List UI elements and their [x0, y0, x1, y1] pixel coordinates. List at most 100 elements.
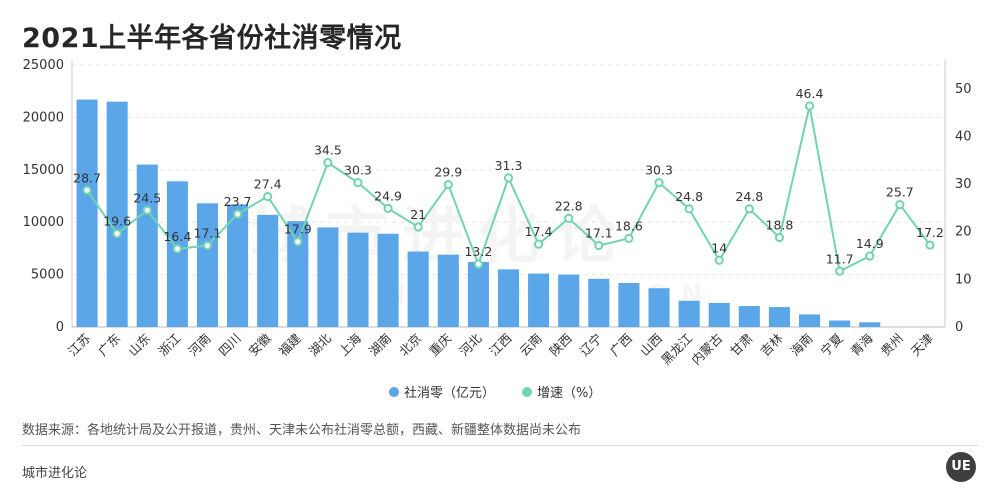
data-label: 18.8	[766, 217, 794, 232]
growth-point	[413, 222, 423, 232]
y-right-tick-label: 0	[955, 320, 963, 335]
x-tick-label: 福建	[276, 330, 305, 359]
chart-title: 2021上半年各省份社消零情况	[22, 23, 402, 54]
data-label: 24.5	[133, 190, 161, 205]
x-tick-label: 广东	[95, 331, 123, 359]
data-label: 17.1	[194, 226, 222, 241]
y-left-tick-label: 15000	[23, 163, 64, 178]
x-tick-label: 内蒙古	[688, 331, 725, 368]
bar	[648, 288, 670, 327]
x-tick-label: 安徽	[245, 330, 274, 359]
growth-point	[895, 199, 905, 210]
data-label: 25.7	[886, 185, 914, 200]
data-label: 31.3	[495, 158, 523, 173]
bar	[196, 203, 219, 327]
bar	[859, 322, 881, 327]
x-tick-label: 甘肃	[727, 331, 755, 359]
bar	[738, 306, 760, 327]
bar	[136, 164, 158, 327]
bar	[558, 274, 580, 327]
data-label: 28.7	[73, 170, 101, 185]
data-label: 34.5	[314, 143, 342, 158]
growth-point	[925, 240, 935, 250]
growth-point	[473, 259, 483, 269]
legend-marker-line	[522, 387, 532, 397]
bar	[287, 221, 309, 327]
data-label: 22.8	[555, 198, 583, 213]
bar	[528, 273, 550, 327]
growth-point	[323, 158, 333, 168]
legend-label-bar: 社消零（亿元）	[404, 385, 495, 401]
x-tick-label: 江苏	[65, 331, 93, 359]
x-tick-label: 河南	[185, 331, 213, 359]
bar	[829, 320, 851, 327]
bar	[76, 99, 98, 327]
data-label: 14.9	[856, 236, 884, 251]
growth-point	[774, 232, 785, 243]
x-tick-label: 海南	[787, 331, 815, 359]
growth-point	[654, 178, 664, 188]
x-tick-label: 陕西	[547, 331, 575, 359]
growth-point	[594, 240, 604, 251]
data-label: 27.4	[254, 176, 282, 191]
data-label: 46.4	[796, 86, 824, 101]
data-label: 11.7	[826, 251, 854, 266]
growth-point	[564, 213, 574, 223]
data-label: 16.4	[163, 229, 191, 244]
x-tick-label: 河北	[456, 330, 485, 359]
growth-point	[744, 204, 754, 214]
bar	[407, 251, 429, 327]
bar	[166, 181, 188, 327]
x-tick-label: 重庆	[426, 330, 455, 359]
bar	[227, 204, 249, 327]
y-right-tick-label: 10	[955, 272, 972, 287]
growth-point	[865, 251, 875, 261]
growth-point	[232, 209, 243, 219]
x-tick-label: 北京	[396, 331, 424, 359]
growth-point	[293, 237, 303, 247]
growth-point	[82, 185, 92, 195]
growth-point	[624, 233, 634, 243]
divider	[22, 445, 978, 446]
bar	[588, 278, 610, 327]
brand-logo: UE	[946, 452, 976, 482]
data-label: 24.8	[735, 189, 763, 204]
x-tick-label: 浙江	[155, 331, 183, 359]
growth-point	[353, 178, 363, 188]
data-label: 23.7	[224, 194, 252, 209]
bar	[618, 282, 640, 327]
x-tick-label: 湖南	[366, 331, 394, 359]
bar	[798, 314, 821, 327]
data-label: 29.9	[434, 165, 462, 180]
brand-name: 城市进化论	[22, 466, 88, 481]
legend-marker-bar	[389, 387, 399, 397]
bar	[377, 233, 399, 327]
x-tick-label: 山东	[125, 331, 153, 359]
growth-point	[383, 203, 393, 213]
x-tick-label: 贵州	[878, 331, 906, 359]
data-label: 18.6	[615, 218, 643, 233]
x-tick-label: 云南	[516, 331, 544, 359]
chart: 0 5000 10000 15000 20000 25000 0 10 20 30 40 50 江苏 广东…	[23, 58, 972, 401]
y-left-tick-label: 5000	[31, 268, 64, 283]
growth-point	[503, 173, 514, 183]
growth-point	[202, 240, 213, 251]
x-tick-label: 湖北	[306, 330, 335, 359]
growth-point	[172, 244, 182, 254]
y-left-tick-label: 0	[56, 320, 64, 335]
x-tick-label: 江西	[486, 331, 514, 359]
growth-point	[534, 239, 544, 249]
y-left-tick-label: 20000	[23, 110, 64, 125]
bar	[347, 232, 369, 327]
x-tick-label: 四川	[215, 331, 243, 359]
x-tick-label: 上海	[336, 330, 365, 359]
bar	[106, 101, 128, 328]
growth-point	[112, 229, 122, 239]
x-tick-label: 黑龙江	[658, 331, 695, 368]
x-tick-label: 辽宁	[577, 331, 605, 359]
data-label: 24.8	[675, 189, 703, 204]
data-label: 21	[410, 207, 426, 222]
source-note: 数据来源：各地统计局及公开报道，贵州、天津未公布社消零总额，西藏、新疆整体数据尚…	[22, 423, 582, 438]
growth-point	[263, 191, 273, 202]
growth-point	[142, 205, 152, 215]
